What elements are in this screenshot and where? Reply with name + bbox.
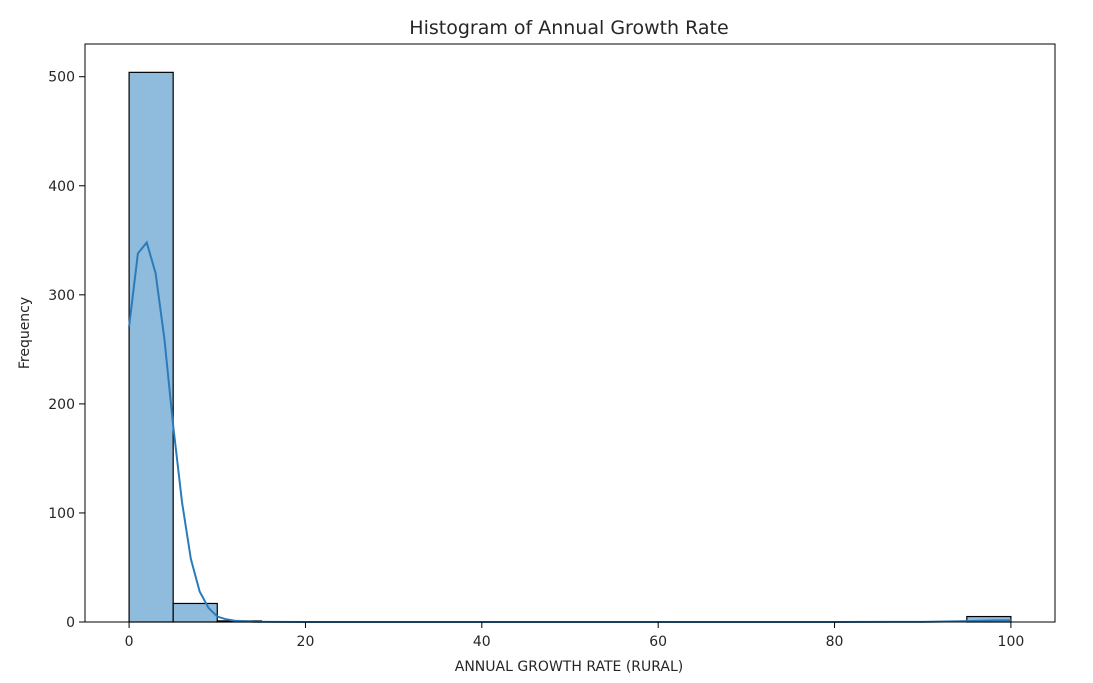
plot-frame [84,43,1056,623]
y-tick-label: 300 [48,288,75,304]
y-tick-label: 200 [48,397,75,413]
histogram-bar [128,71,174,623]
y-tick-label: 100 [48,506,75,522]
y-tick-label: 500 [48,70,75,86]
x-axis-ticks: 0 20 40 60 80 100 [125,622,1025,650]
x-tick-label: 80 [826,634,844,650]
histogram-bar [172,602,218,623]
x-axis-label: ANNUAL GROWTH RATE (RURAL) [455,659,684,675]
histogram-bars [128,71,1012,623]
x-tick-label: 100 [998,634,1025,650]
kde-curve [128,240,1011,623]
x-tick-label: 40 [473,634,491,650]
y-tick-label: 400 [48,179,75,195]
x-tick-label: 0 [125,634,134,650]
y-tick-label: 0 [66,615,75,631]
y-axis-ticks: 0 100 200 300 400 500 [48,70,85,631]
chart-title: Histogram of Annual Growth Rate [409,17,728,39]
x-tick-label: 60 [649,634,667,650]
x-tick-label: 20 [297,634,315,650]
y-axis-label: Frequency [17,297,33,369]
